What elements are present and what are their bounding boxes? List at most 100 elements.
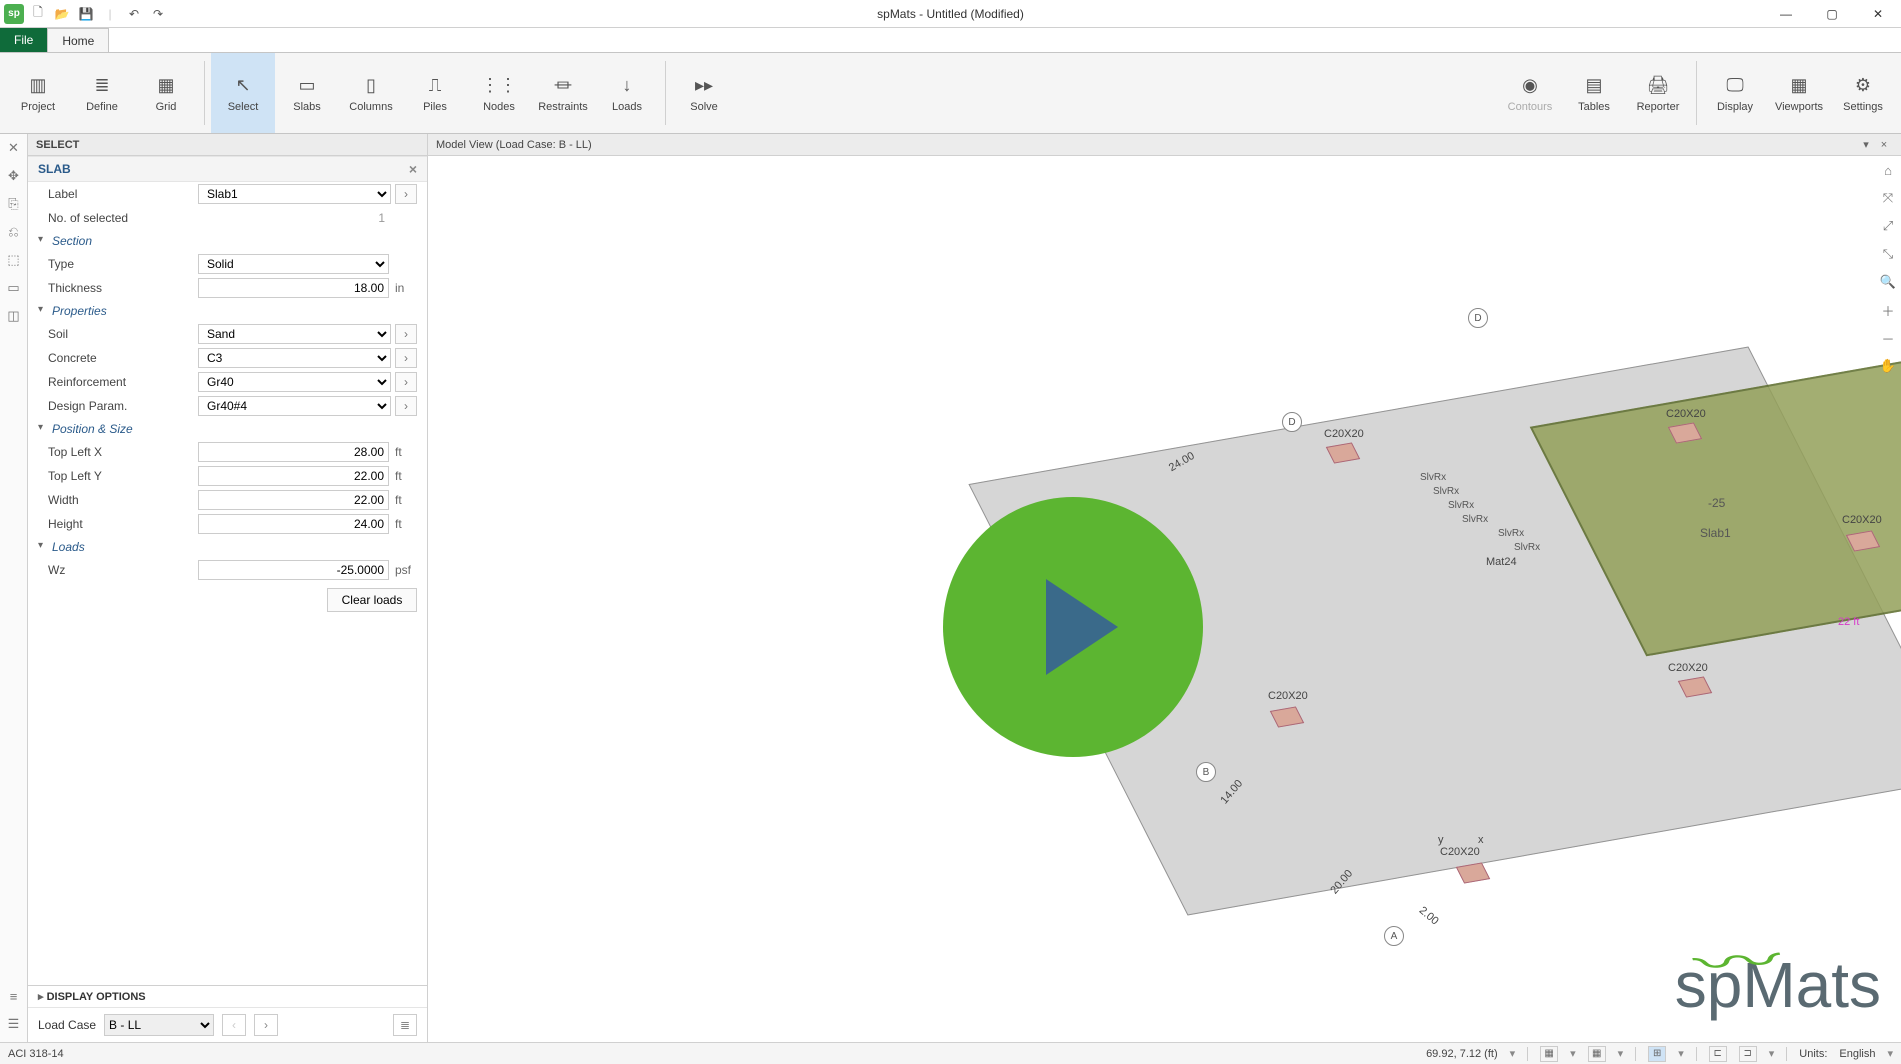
- soil-next-button[interactable]: ›: [395, 324, 417, 344]
- display-options-toggle[interactable]: DISPLAY OPTIONS: [28, 985, 427, 1007]
- axis-icon[interactable]: ⤧: [1878, 188, 1898, 208]
- noselected-value: [198, 208, 389, 228]
- ribbon-define[interactable]: ≣Define: [70, 53, 134, 133]
- ribbon-viewports[interactable]: ▦Viewports: [1767, 53, 1831, 133]
- tab-strip: File Home: [0, 28, 1901, 52]
- status-tool2-icon[interactable]: ⊐: [1739, 1046, 1757, 1062]
- home-view-icon[interactable]: ⌂: [1878, 160, 1898, 180]
- zoom-out-icon[interactable]: －: [1878, 328, 1898, 348]
- status-snap-icon[interactable]: ⊞: [1648, 1046, 1666, 1062]
- ribbon-nodes[interactable]: ⋮⋮Nodes: [467, 53, 531, 133]
- nodes-icon: ⋮⋮: [487, 73, 511, 97]
- label-select[interactable]: Slab1: [198, 184, 391, 204]
- coords-dropdown-icon[interactable]: ▾: [1510, 1047, 1516, 1060]
- ribbon-tables[interactable]: ▤Tables: [1562, 53, 1626, 133]
- close-panel-icon[interactable]: ✕: [4, 138, 24, 158]
- design-select[interactable]: Gr40#4: [198, 396, 391, 416]
- status-code: ACI 318-14: [8, 1048, 64, 1060]
- display-icon: 🖵: [1723, 73, 1747, 97]
- main-area: ✕ ✥ ⎘ ⎌ ⬚ ▭ ◫ ≡ ☰ SELECT SLAB × Label Sl…: [0, 134, 1901, 1042]
- play-overlay-button[interactable]: [943, 497, 1203, 757]
- clear-loads-button[interactable]: Clear loads: [327, 588, 417, 612]
- titlebar: sp 🗋 📂 💾 | ↶ ↷ spMats - Untitled (Modifi…: [0, 0, 1901, 28]
- thickness-input[interactable]: [198, 278, 389, 298]
- play-icon: [1046, 579, 1118, 675]
- type-select[interactable]: Solid: [198, 254, 389, 274]
- close-button[interactable]: ✕: [1855, 0, 1901, 28]
- loads-collapse[interactable]: Loads: [28, 536, 427, 558]
- loadcase-list-button[interactable]: ≣: [393, 1014, 417, 1036]
- slab-section-close-icon[interactable]: ×: [409, 161, 417, 177]
- tab-home[interactable]: Home: [47, 28, 109, 52]
- possize-collapse[interactable]: Position & Size: [28, 418, 427, 440]
- width-input[interactable]: [198, 490, 389, 510]
- height-input[interactable]: [198, 514, 389, 534]
- label-next-button[interactable]: ›: [395, 184, 417, 204]
- loadcase-next-button[interactable]: ›: [254, 1014, 278, 1036]
- loadcase-label: Load Case: [38, 1018, 96, 1032]
- viewport-menu-icon[interactable]: ▾: [1857, 138, 1875, 151]
- status-grid1-icon[interactable]: ▦: [1540, 1046, 1558, 1062]
- status-bar: ACI 318-14 69.92, 7.12 (ft) ▾ ▦▾ ▦▾ ⊞▾ ⊏…: [0, 1042, 1901, 1064]
- tool-icon-6[interactable]: ▭: [4, 278, 24, 298]
- ribbon-reporter[interactable]: 🖨Reporter: [1626, 53, 1690, 133]
- ribbon-select[interactable]: ↖Select: [211, 53, 275, 133]
- soil-select[interactable]: Sand: [198, 324, 391, 344]
- model-canvas[interactable]: C20X20 C20X20 C20X20 C20X20 y x C20X20 C…: [428, 156, 1901, 1042]
- concrete-next-button[interactable]: ›: [395, 348, 417, 368]
- minimize-button[interactable]: —: [1763, 0, 1809, 28]
- save-icon[interactable]: 💾: [76, 4, 96, 24]
- loadcase-prev-button[interactable]: ‹: [222, 1014, 246, 1036]
- status-grid2-icon[interactable]: ▦: [1588, 1046, 1606, 1062]
- move-tool-icon[interactable]: ✥: [4, 166, 24, 186]
- undo-icon[interactable]: ↶: [124, 4, 144, 24]
- ribbon-display[interactable]: 🖵Display: [1703, 53, 1767, 133]
- status-ortho-icon[interactable]: ⊏: [1709, 1046, 1727, 1062]
- tool-icon-5[interactable]: ⬚: [4, 250, 24, 270]
- panel-header: SELECT: [28, 134, 427, 156]
- app-icon: sp: [4, 4, 24, 24]
- wz-input[interactable]: [198, 560, 389, 580]
- ribbon-restraints[interactable]: ⏛Restraints: [531, 53, 595, 133]
- viewport-close-icon[interactable]: ×: [1875, 139, 1893, 151]
- properties-collapse[interactable]: Properties: [28, 300, 427, 322]
- topleftx-input[interactable]: [198, 442, 389, 462]
- ribbon-slabs[interactable]: ▭Slabs: [275, 53, 339, 133]
- tool-icon-4[interactable]: ⎌: [4, 222, 24, 242]
- redo-icon[interactable]: ↷: [148, 4, 168, 24]
- ribbon-solve[interactable]: ▸▸Solve: [672, 53, 736, 133]
- ribbon-grid[interactable]: ▦Grid: [134, 53, 198, 133]
- new-icon[interactable]: 🗋: [28, 4, 48, 24]
- units-dropdown-icon[interactable]: ▾: [1887, 1047, 1893, 1060]
- left-toolrail: ✕ ✥ ⎘ ⎌ ⬚ ▭ ◫ ≡ ☰: [0, 134, 28, 1042]
- maximize-button[interactable]: ▢: [1809, 0, 1855, 28]
- design-next-button[interactable]: ›: [395, 396, 417, 416]
- tool-icon-9[interactable]: ☰: [4, 1014, 24, 1034]
- ribbon-columns[interactable]: ▯Columns: [339, 53, 403, 133]
- ribbon: ▥Project ≣Define ▦Grid ↖Select ▭Slabs ▯C…: [0, 52, 1901, 134]
- column-marker: [1456, 862, 1490, 883]
- tool-icon-7[interactable]: ◫: [4, 306, 24, 326]
- settings-icon: ⚙: [1851, 73, 1875, 97]
- zoom-in-icon[interactable]: ＋: [1878, 300, 1898, 320]
- concrete-select[interactable]: C3: [198, 348, 391, 368]
- reinforcement-next-button[interactable]: ›: [395, 372, 417, 392]
- open-icon[interactable]: 📂: [52, 4, 72, 24]
- fit-icon[interactable]: ⤢: [1878, 216, 1898, 236]
- ribbon-settings[interactable]: ⚙Settings: [1831, 53, 1895, 133]
- section-collapse[interactable]: Section: [28, 230, 427, 252]
- zoom-window-icon[interactable]: 🔍: [1878, 272, 1898, 292]
- ribbon-project[interactable]: ▥Project: [6, 53, 70, 133]
- ribbon-loads[interactable]: ↓Loads: [595, 53, 659, 133]
- ribbon-contours[interactable]: ◉Contours: [1498, 53, 1562, 133]
- tab-file[interactable]: File: [0, 28, 47, 52]
- pan-icon[interactable]: ✋: [1878, 356, 1898, 376]
- copy-tool-icon[interactable]: ⎘: [4, 194, 24, 214]
- tool-icon-8[interactable]: ≡: [4, 986, 24, 1006]
- zoom-extents-icon[interactable]: ⤡: [1878, 244, 1898, 264]
- reinforcement-select[interactable]: Gr40: [198, 372, 391, 392]
- loadcase-select[interactable]: B - LL: [104, 1014, 214, 1036]
- viewport: Model View (Load Case: B - LL) ▾ × C20X2…: [428, 134, 1901, 1042]
- ribbon-piles[interactable]: ⎍Piles: [403, 53, 467, 133]
- toplefty-input[interactable]: [198, 466, 389, 486]
